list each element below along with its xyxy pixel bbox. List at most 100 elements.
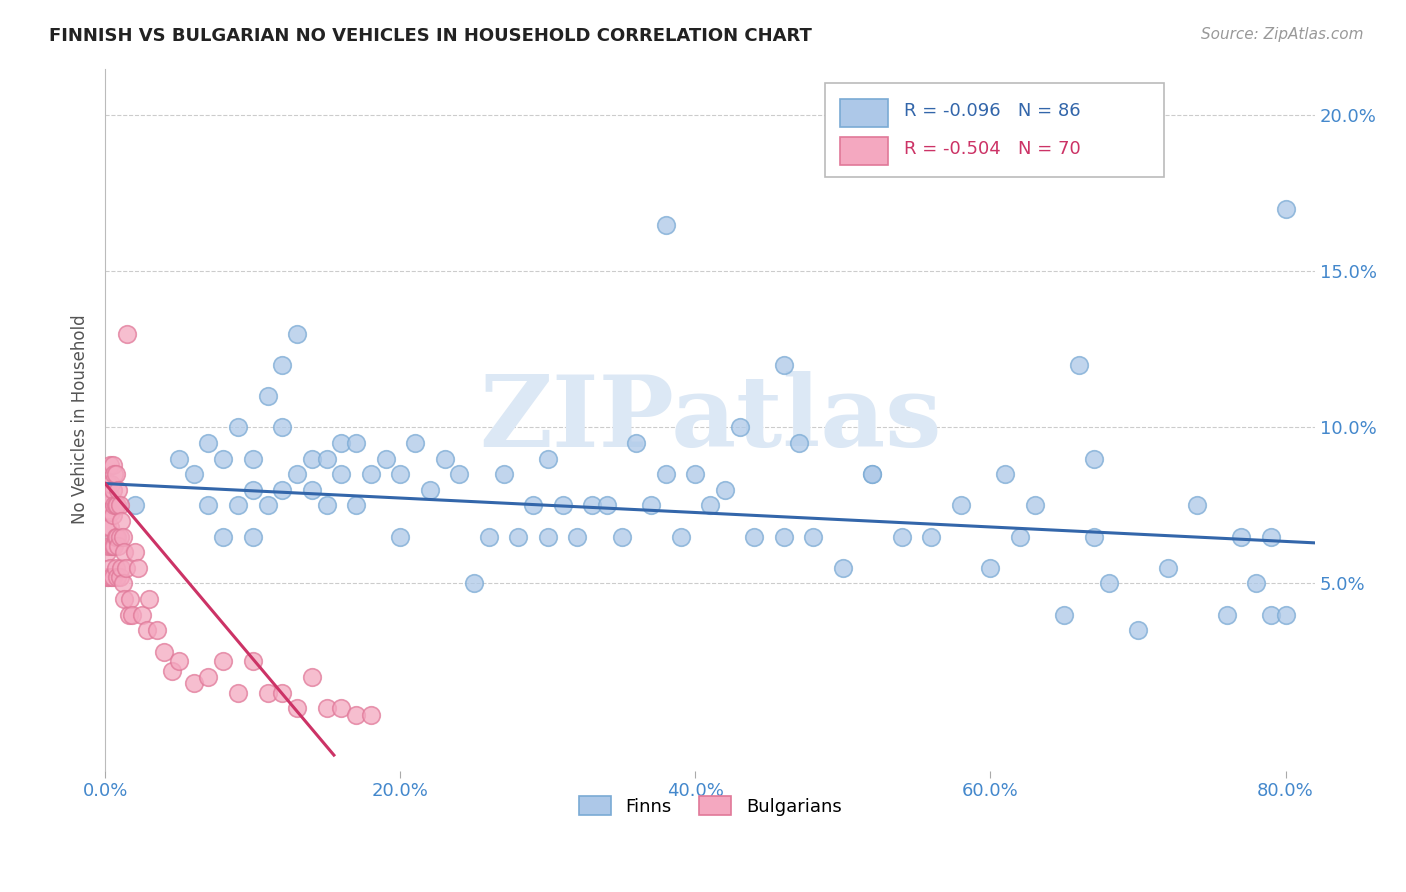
Point bbox=[98, 489, 121, 503]
Point bbox=[1215, 607, 1237, 622]
Point bbox=[197, 670, 219, 684]
Point bbox=[153, 645, 176, 659]
Point bbox=[1185, 499, 1208, 513]
Point bbox=[101, 539, 124, 553]
Text: R = -0.504   N = 70: R = -0.504 N = 70 bbox=[904, 140, 1080, 158]
Point bbox=[389, 530, 412, 544]
Point bbox=[315, 451, 337, 466]
Point bbox=[120, 592, 142, 607]
Point bbox=[285, 326, 308, 341]
Point bbox=[1067, 358, 1090, 372]
Point bbox=[242, 655, 264, 669]
Point bbox=[111, 530, 134, 544]
Point bbox=[110, 561, 132, 575]
Point bbox=[271, 483, 294, 497]
Point bbox=[640, 499, 662, 513]
Point bbox=[669, 530, 692, 544]
Point bbox=[160, 664, 183, 678]
Point bbox=[920, 530, 942, 544]
Point bbox=[374, 451, 396, 466]
Point bbox=[537, 530, 560, 544]
Point bbox=[344, 436, 367, 450]
Point bbox=[124, 545, 146, 559]
Point bbox=[256, 686, 278, 700]
Point bbox=[360, 707, 382, 722]
Point bbox=[714, 483, 737, 497]
Point bbox=[522, 499, 544, 513]
Point bbox=[581, 499, 603, 513]
Point bbox=[344, 707, 367, 722]
Point bbox=[226, 686, 249, 700]
Point bbox=[101, 458, 124, 472]
Point bbox=[131, 607, 153, 622]
Point bbox=[404, 436, 426, 450]
Point bbox=[360, 467, 382, 482]
Point bbox=[285, 467, 308, 482]
Point bbox=[1274, 607, 1296, 622]
Point bbox=[315, 701, 337, 715]
Point bbox=[449, 467, 471, 482]
Point bbox=[685, 467, 707, 482]
Point bbox=[567, 530, 589, 544]
Point bbox=[242, 530, 264, 544]
Point bbox=[97, 505, 120, 519]
Point bbox=[832, 561, 855, 575]
Point bbox=[104, 467, 127, 482]
Point bbox=[330, 436, 353, 450]
Point bbox=[118, 607, 141, 622]
Point bbox=[124, 499, 146, 513]
Point bbox=[1156, 561, 1178, 575]
Point bbox=[389, 467, 412, 482]
Point bbox=[301, 451, 323, 466]
Point bbox=[121, 607, 143, 622]
Text: R = -0.096   N = 86: R = -0.096 N = 86 bbox=[904, 103, 1080, 120]
Point bbox=[112, 592, 135, 607]
Point bbox=[96, 545, 118, 559]
Legend: Finns, Bulgarians: Finns, Bulgarians bbox=[569, 788, 851, 825]
Point bbox=[1024, 499, 1046, 513]
Point bbox=[98, 561, 121, 575]
Point bbox=[655, 467, 678, 482]
Text: FINNISH VS BULGARIAN NO VEHICLES IN HOUSEHOLD CORRELATION CHART: FINNISH VS BULGARIAN NO VEHICLES IN HOUS… bbox=[49, 27, 813, 45]
Point bbox=[301, 670, 323, 684]
Point bbox=[271, 358, 294, 372]
Text: ZIPatlas: ZIPatlas bbox=[479, 371, 942, 468]
Point bbox=[107, 483, 129, 497]
Point bbox=[226, 499, 249, 513]
Point bbox=[744, 530, 766, 544]
FancyBboxPatch shape bbox=[839, 136, 889, 165]
Point bbox=[101, 570, 124, 584]
Point bbox=[610, 530, 633, 544]
Point bbox=[285, 701, 308, 715]
Point bbox=[551, 499, 574, 513]
Point bbox=[96, 499, 118, 513]
Point bbox=[108, 570, 131, 584]
Point bbox=[891, 530, 914, 544]
Point bbox=[1274, 202, 1296, 216]
Point bbox=[107, 539, 129, 553]
Point bbox=[117, 326, 139, 341]
Point bbox=[478, 530, 501, 544]
Point bbox=[1083, 530, 1105, 544]
Point bbox=[108, 530, 131, 544]
Point bbox=[100, 539, 122, 553]
Point bbox=[101, 508, 124, 522]
Point bbox=[197, 436, 219, 450]
Point bbox=[787, 436, 810, 450]
Point bbox=[492, 467, 515, 482]
Point bbox=[96, 570, 118, 584]
Point bbox=[183, 676, 205, 690]
Point bbox=[104, 561, 127, 575]
Point bbox=[655, 218, 678, 232]
Point bbox=[115, 561, 138, 575]
Point bbox=[537, 451, 560, 466]
Point bbox=[256, 499, 278, 513]
Point bbox=[100, 505, 122, 519]
Point bbox=[226, 420, 249, 434]
Point bbox=[256, 389, 278, 403]
Point bbox=[1097, 576, 1119, 591]
Point bbox=[108, 499, 131, 513]
Point bbox=[104, 530, 127, 544]
Point bbox=[212, 451, 235, 466]
Point bbox=[728, 420, 751, 434]
